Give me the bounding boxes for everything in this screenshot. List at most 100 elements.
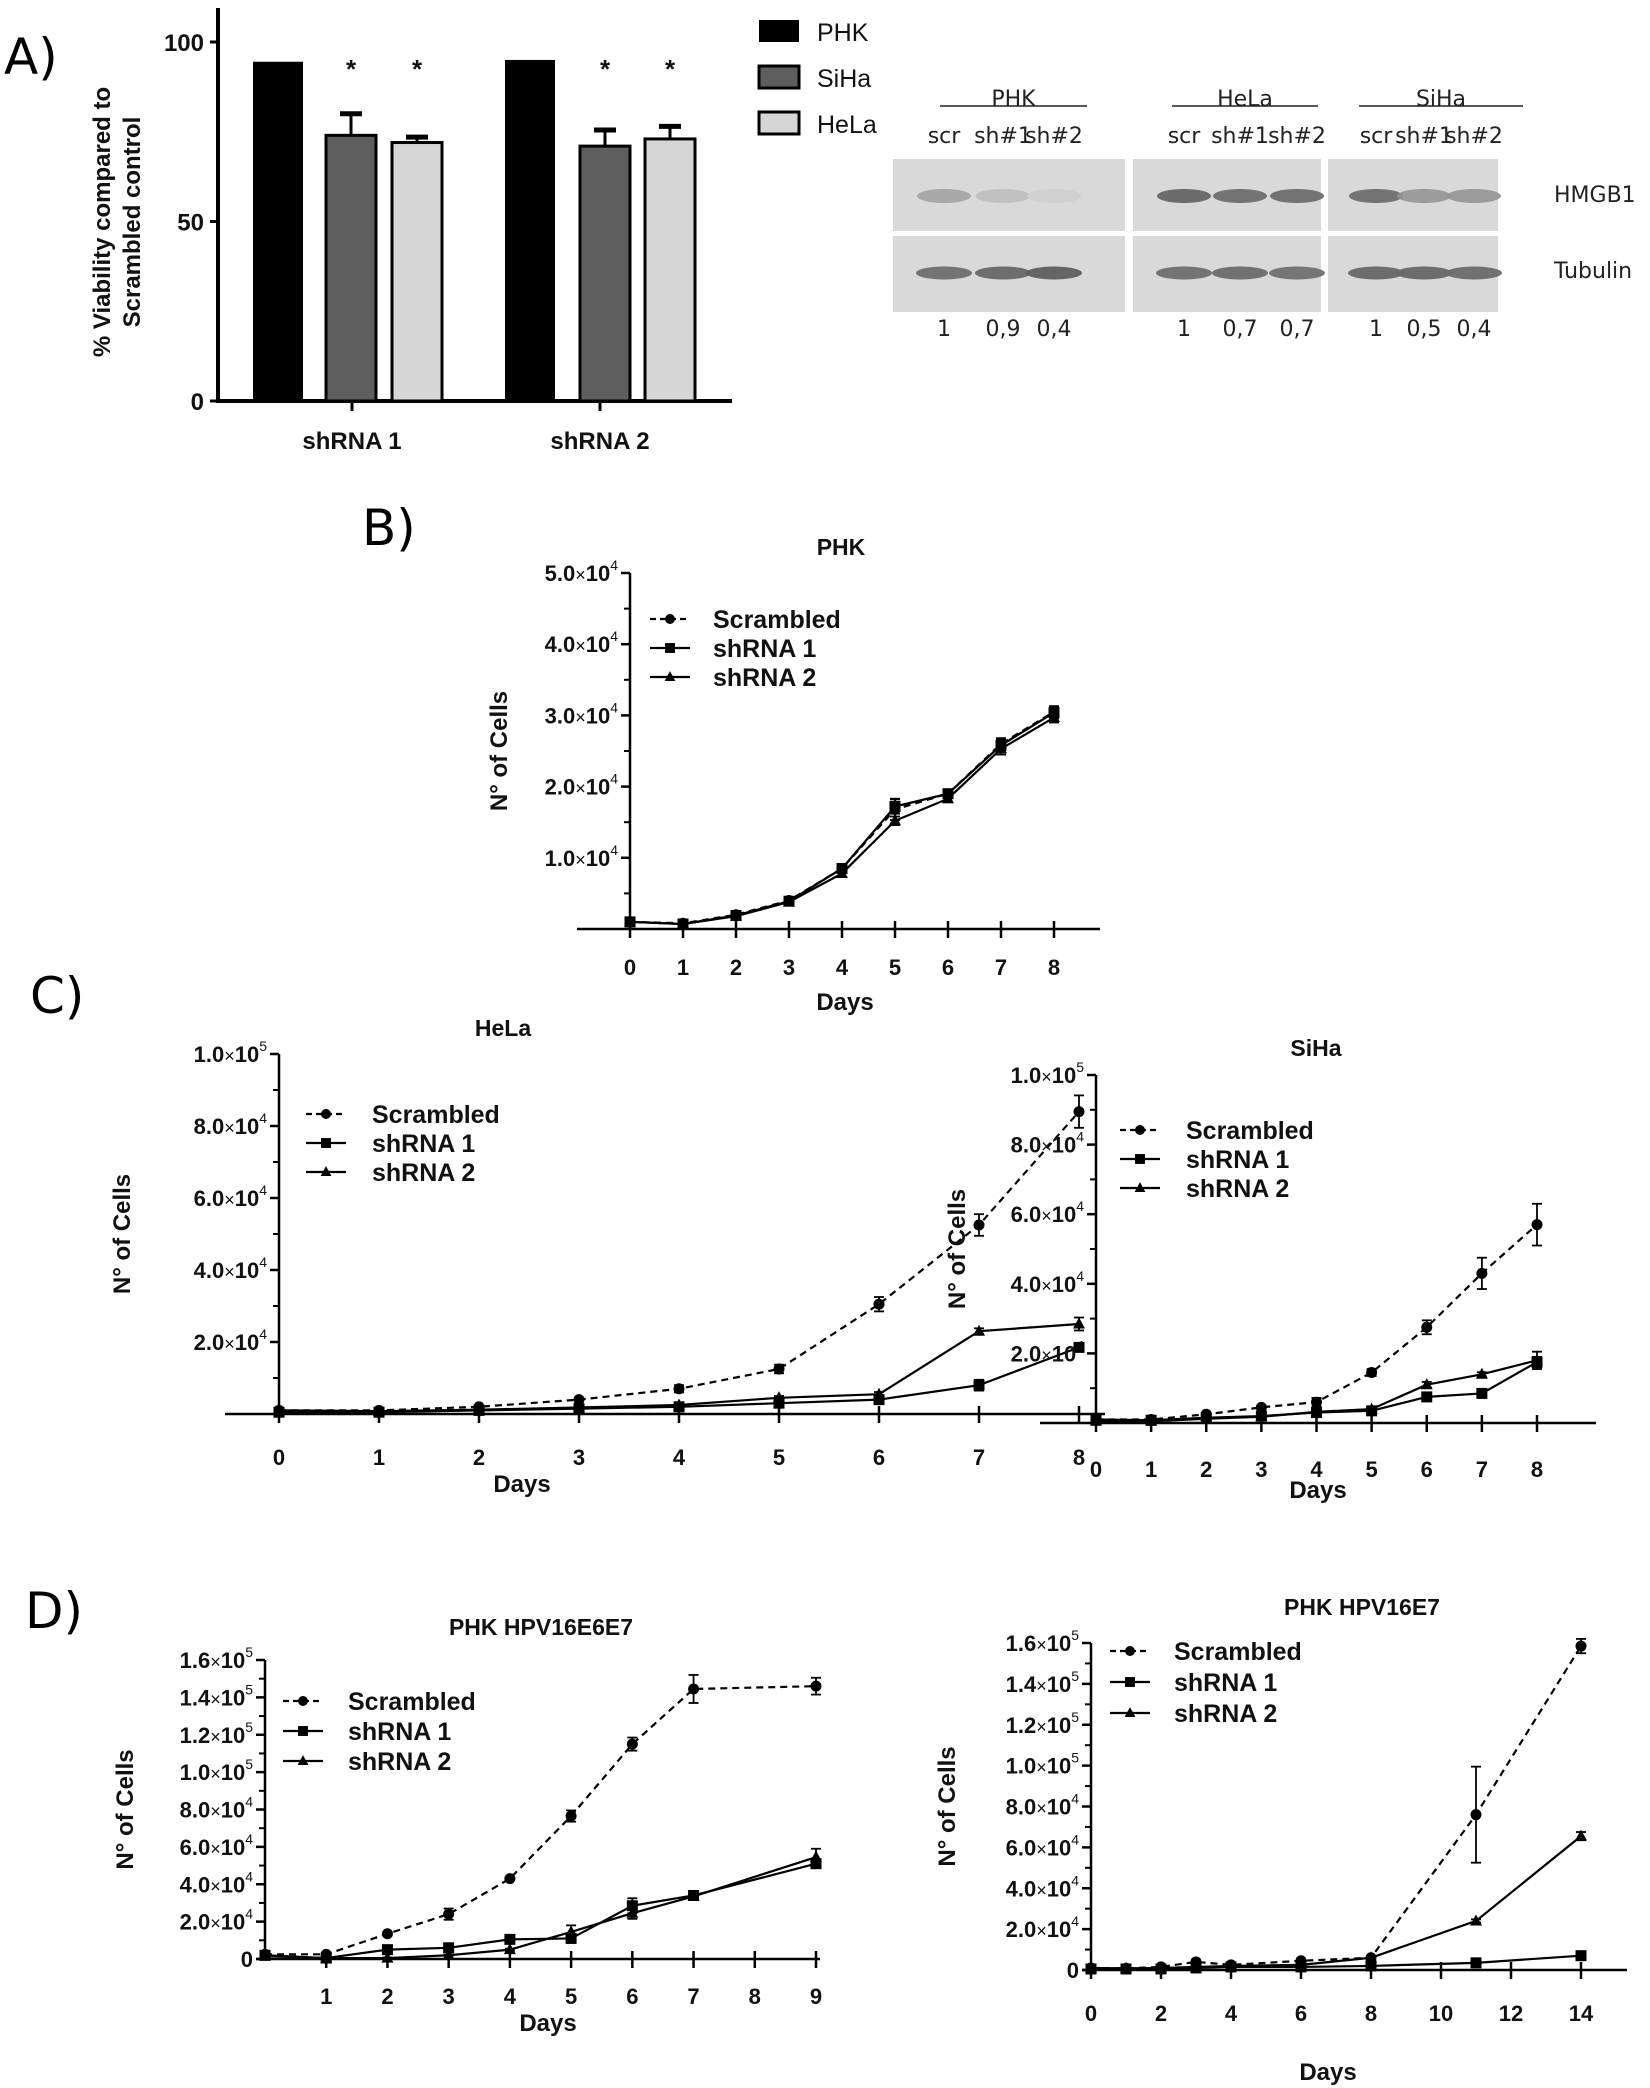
marker-circle	[665, 614, 675, 624]
band-tubulin	[1446, 266, 1502, 280]
x-tick-label: 5	[1366, 1457, 1378, 1482]
marker-square	[1421, 1391, 1433, 1403]
x-tick-label: 3	[783, 955, 795, 980]
marker-triangle	[995, 742, 1007, 754]
x-tick-label: 3	[443, 1984, 455, 2009]
x-tick-label: 4	[504, 1984, 517, 2009]
y-axis-title: N° of Cells	[112, 1749, 139, 1869]
legend-label: shRNA 2	[1186, 1175, 1289, 1203]
band-hmgb1	[1270, 189, 1324, 203]
marker-circle	[321, 1109, 331, 1119]
panel-label-d: D)	[25, 1582, 83, 1640]
y-tick-label: 100	[164, 30, 204, 57]
legend-swatch-siha	[757, 64, 801, 90]
quant-value: 0,7	[1223, 317, 1258, 342]
quant-value: 0,4	[1457, 317, 1492, 342]
x-tick-label: 0	[1085, 2001, 1097, 2026]
x-tick-label: 1	[373, 1445, 385, 1470]
y-axis-title: N° of Cells	[934, 1746, 961, 1866]
legend-label: SiHa	[817, 65, 871, 93]
band-hmgb1	[1447, 189, 1501, 203]
marker-triangle	[473, 1403, 485, 1415]
series-line-scrambled	[1096, 1223, 1538, 1421]
marker-triangle	[1420, 1378, 1433, 1390]
legend-swatch-phk	[759, 20, 799, 42]
x-tick-label: 8	[1048, 955, 1060, 980]
x-tick-label: 3	[573, 1445, 585, 1470]
x-tick-label: 2	[730, 955, 742, 980]
x-axis-title: Days	[519, 2010, 576, 2037]
marker-triangle	[624, 915, 636, 927]
band-hmgb1	[1349, 189, 1403, 203]
x-tick-label: 1	[320, 1984, 332, 2009]
significance-star: *	[600, 54, 611, 84]
y-tick-label: 5.0×104	[545, 557, 619, 586]
quant-value: 0,7	[1280, 317, 1315, 342]
y-tick-label: 1.4×105	[180, 1681, 254, 1710]
panel-label-b: B)	[362, 499, 416, 557]
marker-triangle	[730, 909, 742, 921]
x-tick-label: 8	[749, 1984, 761, 2009]
line-chart-phk-hpv16e7: 0 2.0×104 4.0×104 6.0×104 8.0×104 1.0×105 1.2×…	[934, 1594, 1627, 2086]
legend-swatch-hela	[757, 110, 801, 136]
y-tick-label: 4.0×104	[1006, 1872, 1080, 1901]
y-tick-label: 1.0×105	[194, 1038, 268, 1067]
quant-value: 1	[1369, 317, 1383, 342]
marker-triangle	[1255, 1410, 1268, 1422]
x-tick-label: 7	[995, 955, 1007, 980]
y-tick-label: 2.0×104	[545, 771, 619, 800]
row-label-tubulin: Tubulin	[1553, 259, 1632, 284]
western-blot: PHKscr1sh#10,9sh#20,4HeLascr1sh#10,7sh#2…	[893, 87, 1636, 342]
marker-circle	[1421, 1321, 1433, 1333]
x-tick-label: 1	[677, 955, 689, 980]
x-tick-label: 2	[381, 1984, 393, 2009]
marker-circle	[573, 1394, 585, 1406]
chart-title: PHK HPV16E6E7	[449, 1614, 633, 1640]
marker-triangle	[1085, 1961, 1097, 1973]
significance-star: *	[665, 54, 676, 84]
y-tick-label: 2.0×104	[194, 1326, 268, 1355]
bar-hela	[390, 141, 444, 403]
y-axis-title: N° of Cells	[109, 1174, 136, 1294]
marker-triangle	[573, 1401, 585, 1413]
marker-square	[889, 801, 901, 813]
y-tick-label: 4.0×104	[194, 1254, 268, 1283]
x-axis-title: Days	[816, 989, 873, 1016]
y-tick-label: 8.0×104	[180, 1794, 254, 1823]
band-hmgb1	[1027, 189, 1081, 203]
x-tick-label: 8	[1365, 2001, 1377, 2026]
y-tick-label: 1.6×105	[180, 1644, 254, 1673]
series-line-scrambled	[265, 1685, 817, 1956]
chart-title: PHK	[817, 534, 866, 560]
series-line-scrambled	[1090, 1645, 1582, 1970]
x-tick-label: 4	[836, 955, 849, 980]
lane-label: sh#1	[974, 124, 1032, 149]
marker-triangle	[373, 1404, 385, 1416]
bar-siha	[324, 133, 378, 403]
marker-square	[665, 643, 675, 653]
band-hmgb1	[1157, 189, 1211, 203]
marker-triangle	[259, 1949, 271, 1961]
marker-circle	[1255, 1401, 1267, 1413]
marker-circle	[381, 1928, 393, 1940]
marker-triangle	[664, 671, 676, 682]
band-tubulin	[1396, 266, 1452, 280]
marker-triangle	[273, 1403, 285, 1415]
legend-label: Scrambled	[372, 1101, 500, 1129]
x-axis-title: Days	[1289, 1477, 1346, 1504]
marker-square	[1470, 1957, 1482, 1969]
quant-value: 0,5	[1407, 317, 1442, 342]
marker-circle	[773, 1363, 785, 1375]
legend-label: shRNA 2	[1174, 1700, 1277, 1728]
x-tick-label: 2	[473, 1445, 485, 1470]
quant-value: 1	[1177, 317, 1191, 342]
band-tubulin	[916, 266, 972, 280]
panel-label-a: A)	[4, 28, 58, 86]
marker-square	[504, 1933, 516, 1945]
lane-label: scr	[1168, 124, 1202, 149]
marker-triangle	[677, 917, 689, 929]
y-tick-label: 50	[177, 210, 204, 237]
marker-triangle	[1200, 1412, 1213, 1424]
x-tick-label: 0	[624, 955, 636, 980]
x-tick-label: 0	[273, 1445, 285, 1470]
